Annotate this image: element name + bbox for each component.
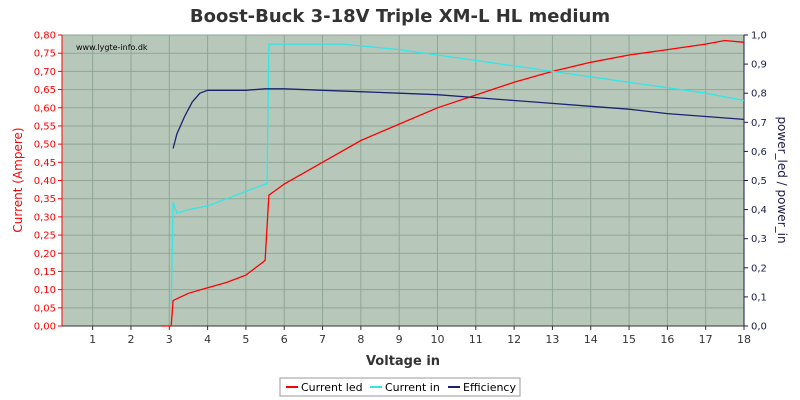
- y-left-tick-label: 0,80: [34, 31, 56, 42]
- y-axis-label-right: power_led / power_in: [775, 116, 789, 243]
- y-left-tick-label: 0,00: [34, 322, 56, 333]
- y-right-tick-label: 0,5: [751, 176, 767, 187]
- y-left-tick-label: 0,75: [34, 49, 56, 60]
- y-left-tick-label: 0,20: [34, 249, 56, 260]
- legend-label-efficiency: Efficiency: [463, 381, 516, 394]
- series-line-current-in: [170, 43, 745, 305]
- y-right-tick-label: 1,0: [751, 31, 767, 42]
- y-right-tick-label: 0,4: [751, 205, 767, 216]
- x-tick-label: 4: [204, 333, 211, 346]
- series-line-current-led: [161, 39, 745, 327]
- legend-label-current-led: Current led: [301, 381, 363, 394]
- y-left-tick-label: 0,45: [34, 158, 56, 169]
- x-tick-label: 1: [89, 333, 96, 346]
- series-layer: [161, 39, 745, 327]
- x-tick-label: 6: [281, 333, 288, 346]
- y-axis-label-left: Current (Ampere): [11, 127, 25, 232]
- y-left-tick-label: 0,05: [34, 303, 56, 314]
- x-tick-label: 16: [660, 333, 674, 346]
- y-right-tick-label: 0,3: [751, 234, 767, 245]
- legend: Current led Current in Efficiency: [279, 377, 521, 397]
- x-tick-label: 3: [166, 333, 173, 346]
- y-right-tick-label: 0,1: [751, 292, 767, 303]
- x-tick-label: 11: [469, 333, 483, 346]
- chart-title: Boost-Buck 3-18V Triple XM-L HL medium: [190, 6, 610, 27]
- axes: 1 2 3 4 5 6 7 8 9 10 11 12 13 14 15 16 17 180,000,050,100…: [34, 31, 767, 347]
- y-left-tick-label: 0,40: [34, 176, 56, 187]
- y-right-tick-label: 0,8: [751, 89, 767, 100]
- x-tick-label: 10: [430, 333, 444, 346]
- y-left-tick-label: 0,30: [34, 212, 56, 223]
- x-axis-label: Voltage in: [366, 354, 440, 369]
- series-line-efficiency: [172, 88, 745, 149]
- y-right-tick-label: 0,0: [751, 322, 767, 333]
- x-tick-label: 18: [737, 333, 751, 346]
- x-tick-label: 2: [127, 333, 134, 346]
- legend-label-current-in: Current in: [385, 381, 440, 394]
- x-tick-label: 5: [242, 333, 249, 346]
- x-tick-label: 14: [584, 333, 598, 346]
- x-tick-label: 7: [319, 333, 326, 346]
- y-right-tick-label: 0,6: [751, 147, 767, 158]
- watermark: www.lygte-info.dk: [76, 43, 148, 52]
- y-left-tick-label: 0,65: [34, 85, 56, 96]
- grid: [62, 34, 745, 327]
- x-tick-label: 15: [622, 333, 636, 346]
- y-right-tick-label: 0,9: [751, 60, 767, 71]
- y-left-tick-label: 0,10: [34, 285, 56, 296]
- x-tick-label: 12: [507, 333, 521, 346]
- legend-box: [279, 377, 521, 397]
- y-left-tick-label: 0,55: [34, 121, 56, 132]
- x-tick-label: 13: [545, 333, 559, 346]
- x-tick-label: 17: [699, 333, 713, 346]
- y-right-tick-label: 0,2: [751, 263, 767, 274]
- y-right-tick-label: 0,7: [751, 118, 767, 129]
- y-left-tick-label: 0,25: [34, 231, 56, 242]
- y-left-tick-label: 0,60: [34, 103, 56, 114]
- x-tick-label: 9: [396, 333, 403, 346]
- y-left-tick-label: 0,50: [34, 140, 56, 151]
- y-left-tick-label: 0,35: [34, 194, 56, 205]
- x-tick-label: 8: [357, 333, 364, 346]
- y-left-tick-label: 0,70: [34, 67, 56, 78]
- y-left-tick-label: 0,15: [34, 267, 56, 278]
